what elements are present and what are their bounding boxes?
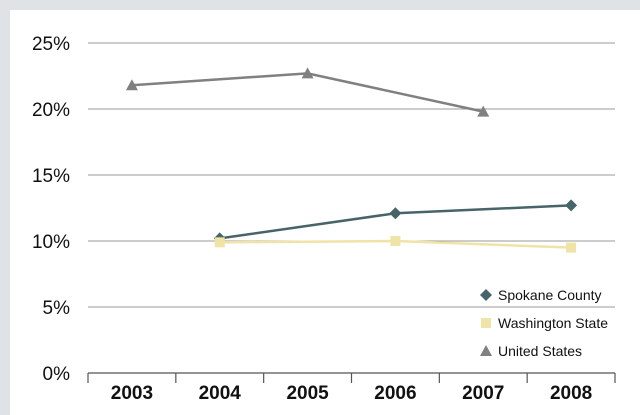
x-tick-label: 2008 [550, 383, 592, 404]
legend-label-united-states: United States [498, 343, 582, 359]
x-tick-label: 2003 [111, 383, 153, 404]
y-tick-label: 20% [32, 100, 70, 121]
washington-state-point [566, 242, 577, 253]
y-tick-label: 15% [32, 166, 70, 187]
legend-marker-united-states [480, 345, 492, 356]
spokane-county-point [565, 199, 578, 212]
legend-marker-spokane-county [480, 289, 492, 301]
y-tick-label: 25% [32, 34, 70, 55]
y-tick-label: 5% [43, 298, 71, 319]
x-tick-label: 2005 [286, 383, 329, 404]
legend-label-washington-state: Washington State [498, 315, 608, 331]
legend-label-spokane-county: Spokane County [498, 287, 602, 303]
washington-state-point [390, 236, 401, 246]
united-states-line [131, 72, 484, 113]
y-tick-label: 10% [32, 232, 70, 253]
washington-state-point [214, 237, 225, 248]
spokane-county-point [389, 207, 402, 220]
united-states-point [477, 105, 490, 117]
united-states-point [125, 79, 138, 91]
x-tick-label: 2004 [199, 383, 242, 404]
legend-marker-washington-state [481, 318, 491, 328]
united-states-point [301, 67, 314, 79]
x-tick-label: 2007 [462, 383, 504, 404]
y-tick-label: 0% [43, 364, 71, 385]
x-tick-label: 2006 [374, 383, 416, 404]
